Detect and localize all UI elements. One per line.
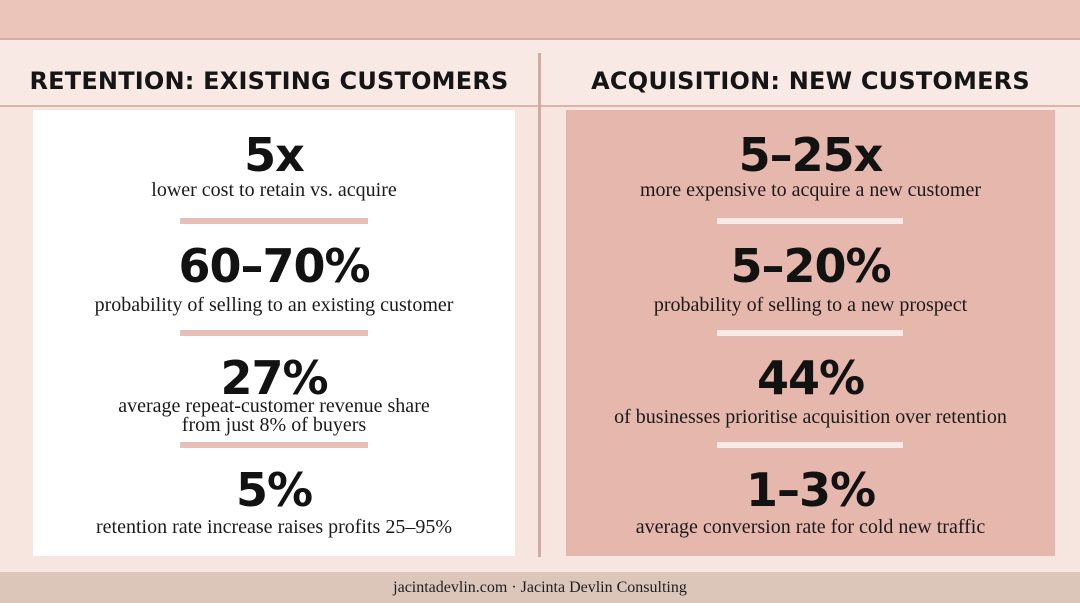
stat-value: 44%	[756, 351, 865, 405]
retention-stat-revenue-share: 27% average repeat-customer revenue shar…	[33, 351, 515, 441]
stat-value: 1–3%	[745, 463, 876, 517]
stat-value: 5–25x	[738, 128, 884, 182]
acquisition-stat-priority: 44% of businesses prioritise acquisition…	[566, 351, 1055, 431]
stat-description: lower cost to retain vs. acquire	[151, 179, 397, 201]
acquisition-stat-probability: 5–20% probability of selling to a new pr…	[566, 239, 1055, 319]
stat-description: average conversion rate for cold new tra…	[635, 516, 986, 538]
column-divider	[538, 53, 541, 557]
footer-credit: jacintadevlin.com · Jacinta Devlin Consu…	[393, 579, 687, 596]
footer-bar	[0, 572, 1080, 603]
retention-stat-cost: 5x lower cost to retain vs. acquire	[33, 128, 515, 208]
retention-stat-profits: 5% retention rate increase raises profit…	[33, 463, 515, 543]
stat-description: probability of selling to an existing cu…	[94, 294, 454, 316]
retention-panel: 5x lower cost to retain vs. acquire 60–7…	[33, 110, 515, 556]
stat-separator	[180, 218, 368, 224]
stat-value: 5–20%	[730, 239, 891, 293]
stat-description: retention rate increase raises profits 2…	[96, 516, 452, 538]
stat-value: 60–70%	[178, 239, 370, 293]
stat-separator	[717, 218, 903, 224]
acquisition-stat-conversion: 1–3% average conversion rate for cold ne…	[566, 463, 1055, 543]
retention-column-title: RETENTION: EXISTING CUSTOMERS	[29, 67, 509, 95]
stat-description: of businesses prioritise acquisition ove…	[614, 406, 1007, 428]
retention-stat-probability: 60–70% probability of selling to an exis…	[33, 239, 515, 319]
stat-separator	[180, 330, 368, 336]
stat-description-line-2: from just 8% of buyers	[181, 414, 367, 436]
stat-value: 5x	[244, 128, 305, 182]
top-accent-band	[0, 0, 1080, 38]
stat-separator	[180, 442, 368, 448]
acquisition-stat-cost: 5–25x more expensive to acquire a new cu…	[566, 128, 1055, 208]
stat-description: probability of selling to a new prospect	[653, 294, 968, 316]
stat-value: 27%	[220, 351, 328, 405]
stat-value: 5%	[235, 463, 313, 517]
acquisition-panel: 5–25x more expensive to acquire a new cu…	[566, 110, 1055, 556]
top-divider-line	[0, 38, 1080, 40]
stat-separator	[717, 442, 903, 448]
acquisition-column-title: ACQUISITION: NEW CUSTOMERS	[591, 67, 1030, 95]
stat-description-line-1: average repeat-customer revenue share	[118, 395, 430, 417]
stat-separator	[717, 330, 903, 336]
stat-description: more expensive to acquire a new customer	[640, 179, 981, 201]
